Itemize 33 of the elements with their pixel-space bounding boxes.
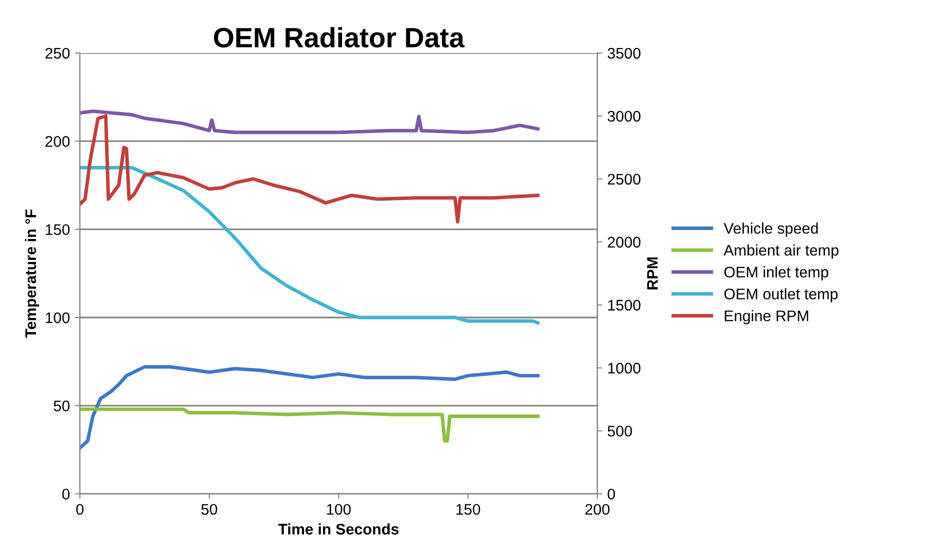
y2-tick-label: 500 xyxy=(608,426,632,437)
x-tick-label: 100 xyxy=(327,504,351,515)
legend-label: OEM outlet temp xyxy=(724,288,838,302)
y2-tick-label: 2500 xyxy=(608,174,640,185)
x-tick-label: 200 xyxy=(585,504,610,515)
y2-tick-label: 1000 xyxy=(608,362,640,374)
line-series xyxy=(80,407,540,443)
chart-title: OEM Radiator Data xyxy=(214,27,465,48)
y-tick-label: 100 xyxy=(46,312,70,324)
x-tick-label: 0 xyxy=(76,504,84,515)
x-tick-label: 50 xyxy=(201,504,218,515)
y-tick-label: 0 xyxy=(62,488,70,500)
x-axis-title: Time in Seconds xyxy=(278,523,399,535)
y-tick-label: 150 xyxy=(46,224,70,236)
line-series xyxy=(80,114,540,224)
legend-label: Vehicle speed xyxy=(724,222,818,237)
y-tick-label: 200 xyxy=(45,136,70,147)
y2-tick-label: 3000 xyxy=(608,110,640,122)
x-tick-label: 150 xyxy=(456,504,480,515)
y-axis-title: Temperature in °F xyxy=(24,210,40,338)
y2-axis-title: RPM xyxy=(647,257,658,290)
y2-tick-label: 1500 xyxy=(608,300,640,311)
y2-tick-label: 3500 xyxy=(608,48,640,59)
legend-label: Engine RPM xyxy=(724,310,808,324)
y-tick-label: 50 xyxy=(54,400,70,412)
y-tick-label: 250 xyxy=(45,48,70,59)
legend-label: OEM inlet temp xyxy=(724,266,828,281)
y2-tick-label: 2000 xyxy=(608,236,640,248)
legend-label: Ambient air temp xyxy=(724,244,838,259)
line-series xyxy=(80,109,540,134)
line-series xyxy=(80,365,540,450)
y2-tick-label: 0 xyxy=(608,488,615,500)
line-series xyxy=(80,166,540,325)
